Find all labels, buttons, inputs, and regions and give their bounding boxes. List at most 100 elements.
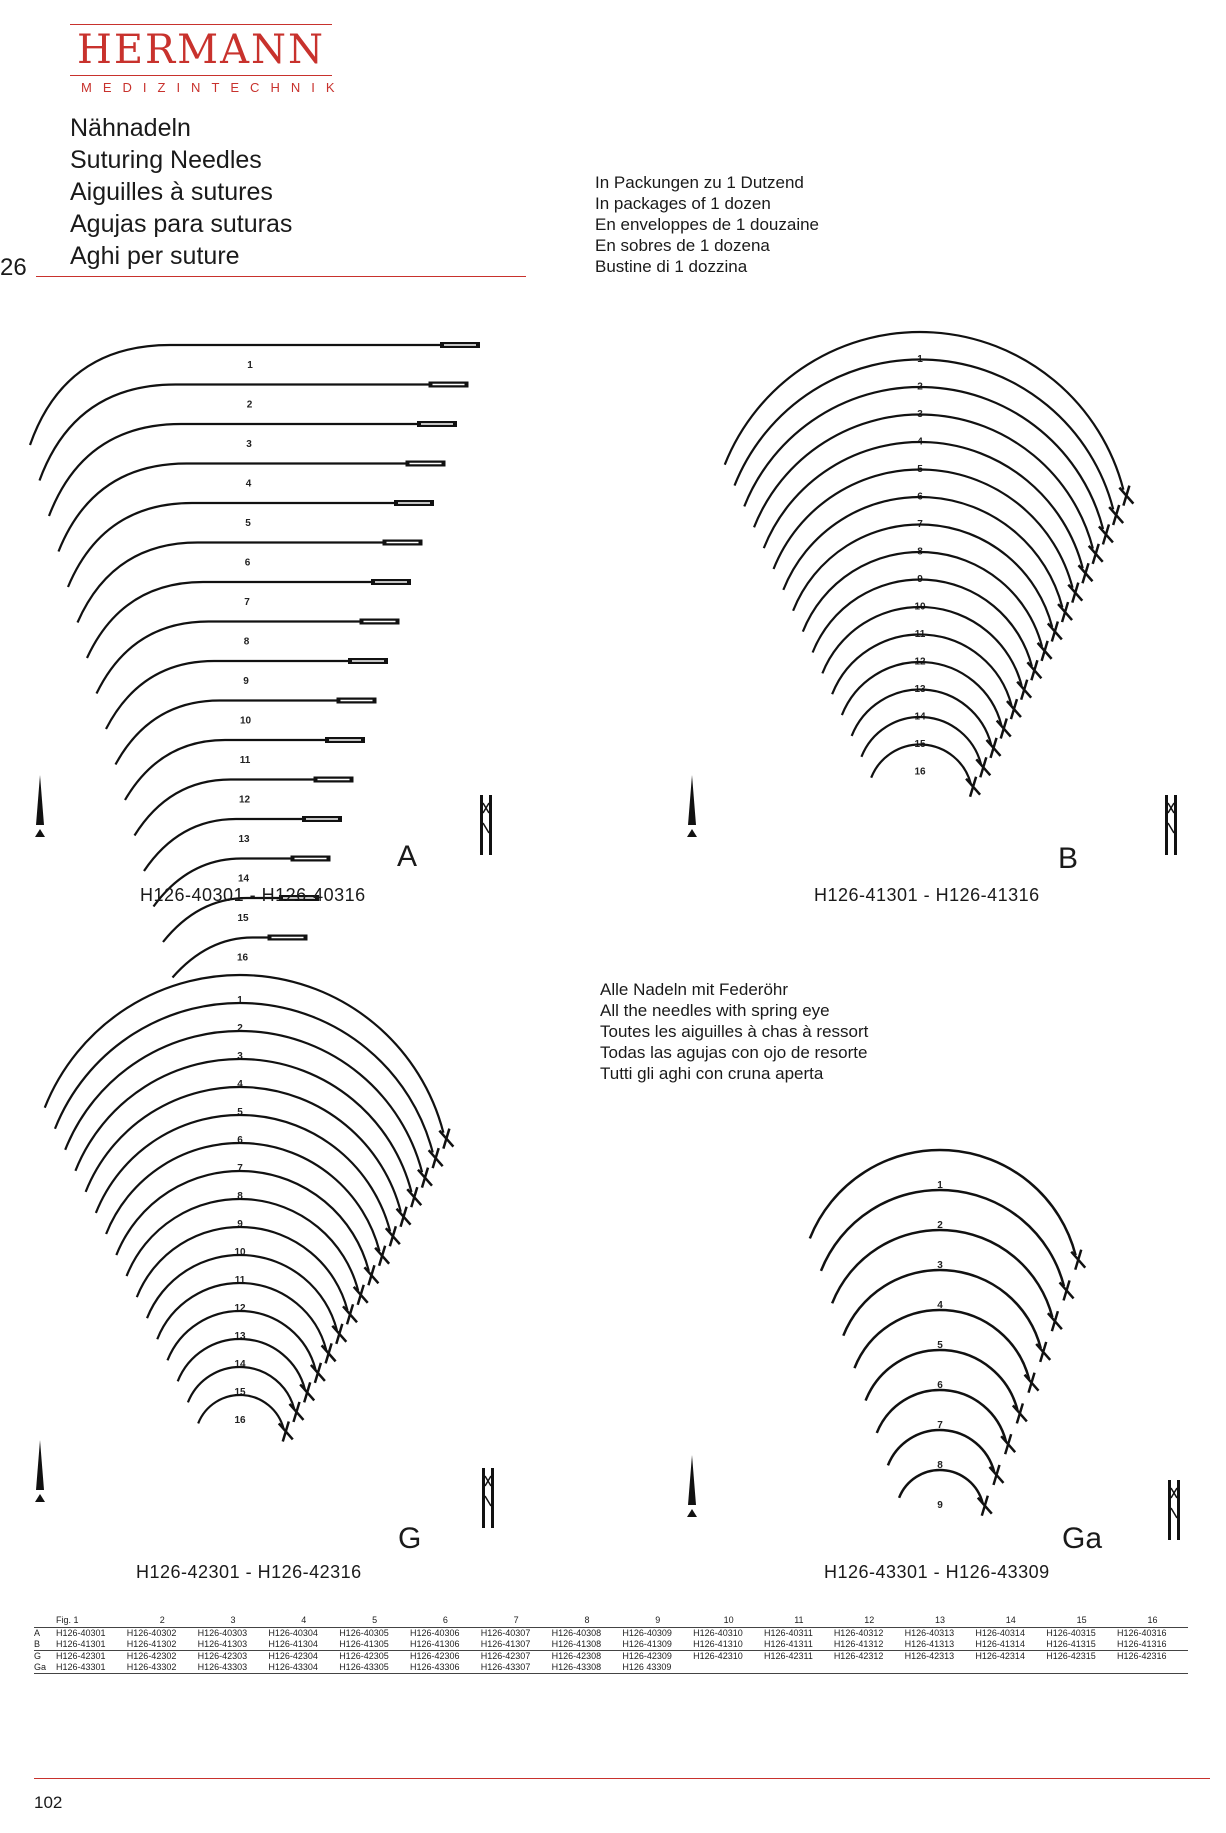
packaging-en: In packages of 1 dozen <box>595 194 771 213</box>
figure-b-letter: B <box>1058 842 1079 875</box>
needle-b-11 <box>821 605 1033 701</box>
section-rule <box>36 276 526 277</box>
needle-a-16 <box>171 934 308 979</box>
code-cell: H126-41303 <box>197 1639 248 1649</box>
packaging-info: In Packungen zu 1 Dutzend In packages of… <box>595 172 819 277</box>
code-cell: H126-42314 <box>975 1650 1047 1662</box>
needle-number: 1 <box>937 1180 943 1191</box>
table-header-cell: 14 <box>975 1615 1047 1628</box>
needle-ga-1 <box>808 1148 1087 1271</box>
needle-b-3 <box>743 385 1114 545</box>
code-cell: H126-41316 <box>1117 1639 1167 1649</box>
code-cell <box>833 1662 905 1674</box>
code-cell: H126-40313 <box>904 1628 955 1638</box>
figure-ga-letter: Ga <box>1062 1522 1103 1555</box>
row-label: B <box>34 1639 41 1649</box>
code-cell: H126-42315 <box>1046 1650 1117 1662</box>
needle-a-9 <box>105 658 388 730</box>
needle-g-16 <box>197 1393 294 1442</box>
needle-ga-5 <box>853 1308 1040 1394</box>
needle-g-5 <box>84 1085 412 1228</box>
code-cell: H126-42307 <box>480 1650 552 1662</box>
table-header-cell: 3 <box>197 1615 269 1628</box>
code-cell: H126-41306 <box>409 1639 460 1649</box>
row-label: G <box>34 1650 56 1662</box>
table-header-cell: 11 <box>763 1615 834 1628</box>
needle-a-14 <box>152 855 331 908</box>
needle-number: 3 <box>246 439 252 450</box>
row-label: A <box>34 1628 41 1638</box>
needle-b-14 <box>850 688 1002 759</box>
code-cell: H126-41312 <box>833 1639 884 1649</box>
brand-logo: HERMANN MEDIZINTECHNIK <box>70 24 335 95</box>
page-number: 102 <box>34 1793 63 1812</box>
needle-ga-2 <box>819 1188 1075 1301</box>
needle-number: 7 <box>937 1420 943 1431</box>
code-cell: H126-42311 <box>763 1650 834 1662</box>
spring-eye-en: All the needles with spring eye <box>600 1001 830 1020</box>
table-row: B H126-41301 H126-41302 H126-41303 H126-4130… <box>34 1639 1188 1651</box>
spring-eye-fr: Toutes les aiguilles à chas à ressort <box>600 1022 869 1041</box>
code-cell: H126-43306 <box>409 1662 481 1674</box>
code-cell <box>1046 1662 1117 1674</box>
needle-b-15 <box>860 715 992 778</box>
needle-number: 6 <box>937 1380 943 1391</box>
row-label: Ga <box>34 1662 56 1674</box>
needle-b-4 <box>753 413 1104 565</box>
spring-eye-icon <box>482 1468 494 1528</box>
packaging-it: Bustine di 1 dozzina <box>595 257 748 276</box>
needle-number: 2 <box>937 1220 943 1231</box>
code-cell: H126-40303 <box>197 1628 248 1638</box>
needle-a-6 <box>76 539 423 623</box>
code-cell: H126-42301 <box>56 1650 127 1662</box>
table-header-cell: 12 <box>833 1615 905 1628</box>
table-header-cell: 7 <box>480 1615 552 1628</box>
needle-ga-8 <box>886 1428 1005 1486</box>
code-cell: H126-41311 <box>763 1639 813 1649</box>
needle-ga-3 <box>830 1228 1063 1332</box>
needle-a-13 <box>143 816 342 872</box>
code-cell: H126-40310 <box>693 1628 743 1638</box>
code-cell: H126-42316 <box>1117 1650 1188 1662</box>
code-cell: H126-43302 <box>126 1662 198 1674</box>
needle-b-13 <box>840 660 1012 739</box>
packaging-fr: En enveloppes de 1 douzaine <box>595 215 820 234</box>
needle-ga-9 <box>897 1468 993 1517</box>
code-cell: H126-43303 <box>197 1662 269 1674</box>
needle-number: 5 <box>237 1107 243 1118</box>
code-cell: H126-42313 <box>904 1650 976 1662</box>
needle-a-1 <box>28 342 480 446</box>
brand-name: HERMANN <box>76 27 326 73</box>
code-cell: H126-41313 <box>904 1639 955 1649</box>
code-cell: H126-42310 <box>693 1650 764 1662</box>
needle-tip-icon <box>36 1440 44 1490</box>
needle-b-16 <box>870 743 982 798</box>
code-cell: H126-43307 <box>480 1662 552 1674</box>
needle-number: 7 <box>244 597 250 608</box>
table-header-cell: 8 <box>551 1615 623 1628</box>
needle-number: 10 <box>234 1247 246 1258</box>
title-en: Suturing Needles <box>70 146 262 174</box>
code-cell: H126-41315 <box>1046 1639 1096 1649</box>
needle-number: 3 <box>937 1260 943 1271</box>
table-header-cell <box>34 1615 56 1628</box>
needle-g-10 <box>135 1225 358 1325</box>
figure-ga-needles: 1 2 3 4 5 6 7 8 9 <box>687 1148 1180 1540</box>
needle-b-7 <box>782 495 1073 623</box>
needle-g-14 <box>176 1337 316 1403</box>
needle-g-4 <box>74 1057 423 1208</box>
needle-g-6 <box>94 1113 401 1247</box>
code-cell: H126-43301 <box>56 1662 127 1674</box>
needle-b-2 <box>733 358 1125 526</box>
figure-g-letter: G <box>398 1522 422 1555</box>
needle-number: 16 <box>234 1415 246 1426</box>
needle-g-1 <box>43 973 455 1149</box>
code-table-header: Fig. 1 2 3 4 5 6 7 8 9 10 11 12 13 14 15 16 <box>34 1615 1188 1628</box>
needle-number: 11 <box>240 755 251 766</box>
page-titles: Nähnadeln Suturing Needles Aiguilles à s… <box>70 112 292 272</box>
code-cell: H126-43305 <box>339 1662 410 1674</box>
needle-number: 8 <box>237 1191 243 1202</box>
table-header-cell: 15 <box>1046 1615 1117 1628</box>
code-cell: H126-41308 <box>551 1639 602 1649</box>
